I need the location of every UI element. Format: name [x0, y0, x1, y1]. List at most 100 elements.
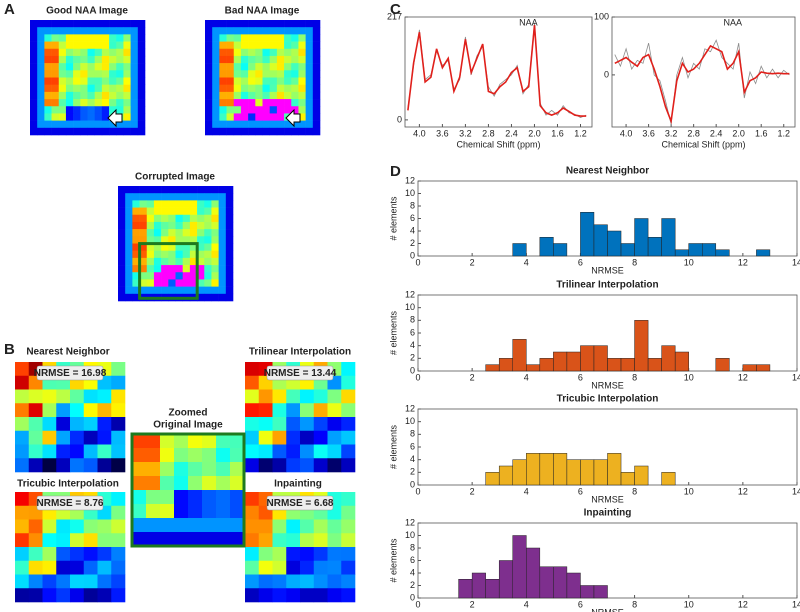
pixel: [56, 430, 71, 445]
pixel: [160, 462, 175, 477]
pixel: [44, 55, 52, 64]
pixel: [205, 127, 213, 136]
y-tick-label: 8: [410, 315, 415, 325]
nrmse-label: NRMSE = 8.76: [37, 498, 104, 509]
pixel: [211, 200, 219, 208]
pixel: [230, 532, 245, 547]
pixel: [230, 518, 245, 533]
pixel: [161, 193, 169, 201]
pixel: [286, 547, 301, 562]
pixel: [116, 55, 124, 64]
x-tick-label: 12: [738, 257, 748, 267]
pixel: [174, 462, 189, 477]
pixel: [125, 221, 133, 230]
pixel: [111, 547, 126, 562]
pixel: [123, 127, 131, 136]
pixel: [248, 55, 256, 64]
pixel: [146, 518, 161, 533]
pixel: [123, 41, 131, 50]
x-tick-label: 0: [415, 372, 420, 382]
annotation: NAA: [724, 17, 743, 27]
x-tick-label: 4.0: [620, 128, 633, 138]
pixel: [189, 193, 198, 201]
pixel: [125, 236, 133, 244]
x-axis-label: NRMSE: [591, 265, 624, 275]
pixel: [248, 48, 256, 57]
pixel: [70, 444, 85, 459]
pixel: [212, 91, 220, 100]
pixel: [116, 99, 124, 107]
pixel: [248, 20, 256, 28]
pixel: [272, 417, 287, 432]
pixel: [341, 430, 356, 445]
pixel: [161, 250, 169, 259]
pixel: [58, 34, 67, 42]
pixel: [216, 476, 231, 491]
pixel: [123, 120, 131, 129]
pixel: [15, 492, 30, 507]
x-tick-label: 4: [524, 372, 529, 382]
pixel: [139, 250, 148, 259]
pixel: [240, 55, 249, 64]
pixel: [300, 560, 315, 575]
pixel: [37, 27, 45, 35]
pixel: [248, 113, 256, 121]
pixel: [168, 236, 176, 244]
x-tick-label: 8: [632, 599, 637, 609]
pixel: [245, 547, 260, 562]
pixel: [286, 560, 301, 575]
pixel: [205, 70, 213, 78]
pixel: [211, 293, 219, 302]
pixel: [211, 243, 219, 251]
pixel: [189, 265, 198, 273]
y-tick-label: 4: [410, 567, 415, 577]
pixel: [258, 588, 273, 603]
pixel: [255, 91, 263, 100]
x-tick-label: 3.2: [665, 128, 678, 138]
chart-title: Nearest Neighbor: [566, 166, 649, 177]
pixel: [94, 55, 103, 64]
axes-box: [611, 16, 796, 128]
pixel: [44, 27, 52, 35]
pixel: [189, 229, 198, 237]
y-tick-label: 2: [410, 580, 415, 590]
pixel: [225, 293, 234, 302]
pixel: [248, 63, 256, 71]
pixel: [225, 279, 234, 287]
y-tick-label: 10: [405, 416, 415, 426]
hist-bar: [756, 249, 771, 257]
pixel: [197, 229, 205, 237]
pixel: [202, 448, 217, 463]
pixel: [212, 27, 220, 35]
x-tick-label: 10: [684, 372, 694, 382]
pixel: [240, 99, 249, 107]
pixel: [161, 221, 169, 230]
pixel: [272, 389, 287, 404]
pixel: [269, 34, 278, 42]
pixel: [161, 257, 169, 266]
pixel: [130, 113, 139, 121]
pixel: [44, 48, 52, 57]
pixel: [272, 444, 287, 459]
pixel: [146, 532, 161, 547]
pixel: [327, 403, 342, 418]
pixel: [65, 84, 74, 93]
x-tick-label: 2.4: [505, 128, 518, 138]
pixel: [65, 27, 74, 35]
pixel: [305, 27, 314, 35]
pixel: [161, 200, 169, 208]
pixel: [202, 504, 217, 519]
hist-bar: [580, 345, 595, 372]
pixel: [188, 462, 203, 477]
pixel: [218, 200, 227, 208]
pixel: [42, 519, 57, 534]
pixel: [175, 236, 183, 244]
y-tick-label: 10: [405, 530, 415, 540]
pixel: [272, 533, 287, 548]
pixel: [197, 250, 205, 259]
pixel: [341, 574, 356, 589]
pixel: [123, 99, 131, 107]
hist-bar: [553, 243, 568, 257]
pixel: [182, 265, 191, 273]
pixel: [139, 279, 148, 287]
